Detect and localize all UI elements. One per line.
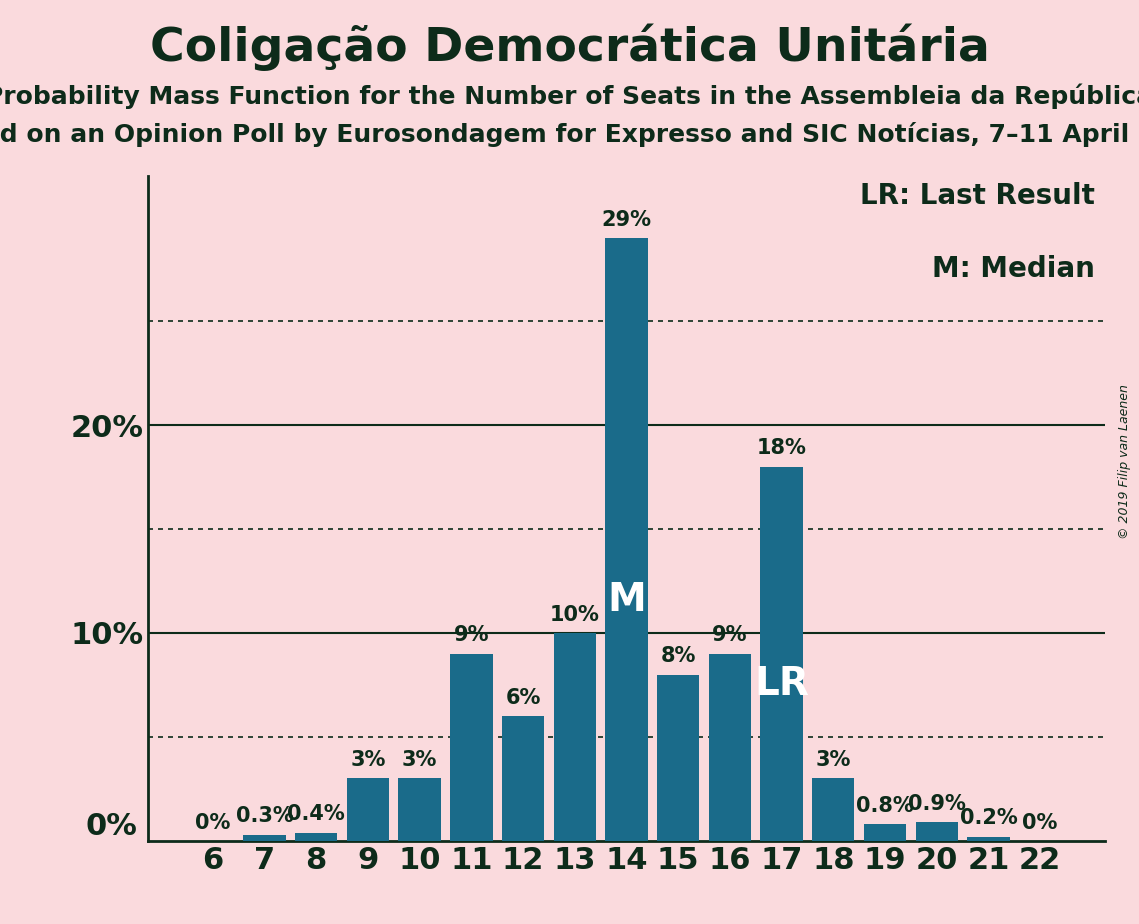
Text: LR: Last Result: LR: Last Result bbox=[860, 182, 1096, 211]
Text: 0%: 0% bbox=[195, 812, 230, 833]
Text: 0.4%: 0.4% bbox=[287, 804, 345, 824]
Text: 0.2%: 0.2% bbox=[959, 808, 1017, 828]
Text: 10%: 10% bbox=[550, 604, 599, 625]
Text: 0.9%: 0.9% bbox=[908, 794, 966, 814]
Text: Coligação Democrática Unitária: Coligação Democrática Unitária bbox=[149, 23, 990, 70]
Bar bbox=[244, 834, 286, 841]
Text: 0.3%: 0.3% bbox=[236, 807, 294, 826]
Text: 0%: 0% bbox=[85, 812, 138, 841]
Bar bbox=[554, 633, 596, 841]
Bar bbox=[502, 716, 544, 841]
Bar bbox=[812, 778, 854, 841]
Text: 9%: 9% bbox=[712, 626, 747, 645]
Text: 0.8%: 0.8% bbox=[857, 796, 913, 816]
Text: 3%: 3% bbox=[402, 750, 437, 771]
Text: 0%: 0% bbox=[1023, 812, 1058, 833]
Text: © 2019 Filip van Laenen: © 2019 Filip van Laenen bbox=[1118, 384, 1131, 540]
Bar bbox=[863, 824, 907, 841]
Text: 3%: 3% bbox=[816, 750, 851, 771]
Bar bbox=[916, 822, 958, 841]
Bar bbox=[967, 837, 1009, 841]
Text: M: M bbox=[607, 580, 646, 619]
Text: 18%: 18% bbox=[756, 438, 806, 458]
Text: 9%: 9% bbox=[453, 626, 489, 645]
Bar bbox=[761, 467, 803, 841]
Text: 8%: 8% bbox=[661, 646, 696, 666]
Bar bbox=[399, 778, 441, 841]
Text: 29%: 29% bbox=[601, 210, 652, 230]
Bar bbox=[605, 238, 648, 841]
Text: Based on an Opinion Poll by Eurosondagem for Expresso and SIC Notícias, 7–11 Apr: Based on an Opinion Poll by Eurosondagem… bbox=[0, 122, 1139, 147]
Bar bbox=[657, 675, 699, 841]
Text: Probability Mass Function for the Number of Seats in the Assembleia da República: Probability Mass Function for the Number… bbox=[0, 83, 1139, 109]
Text: 6%: 6% bbox=[506, 687, 541, 708]
Bar bbox=[346, 778, 390, 841]
Text: LR: LR bbox=[754, 664, 809, 702]
Bar bbox=[295, 833, 337, 841]
Text: M: Median: M: Median bbox=[933, 255, 1096, 284]
Bar bbox=[708, 654, 751, 841]
Text: 3%: 3% bbox=[350, 750, 386, 771]
Bar bbox=[450, 654, 492, 841]
